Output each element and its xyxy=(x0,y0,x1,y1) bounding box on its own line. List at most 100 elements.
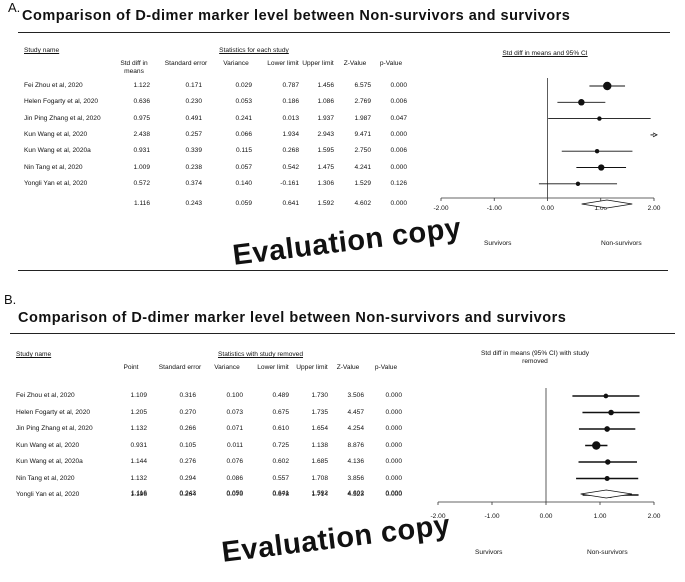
panel-b-cell-variance: 0.086 xyxy=(226,474,243,482)
panel-b-header-z: Z-Value xyxy=(336,364,360,371)
panel-a-header-group: Statistics for each study xyxy=(219,47,289,54)
panel-a-cell-variance: 0.115 xyxy=(235,147,252,155)
panel-a-summary-effect: 1.116 xyxy=(133,200,150,207)
panel-b-summary-lower: 0.641 xyxy=(272,490,289,497)
panel-a-cell-se: 0.491 xyxy=(185,114,202,122)
panel-a-study-name: Yongli Yan et al, 2020 xyxy=(24,179,88,187)
panel-b-cell-effect: 0.931 xyxy=(130,441,147,449)
panel-a-cell-p: 0.000 xyxy=(390,82,407,89)
panel-a-cell-upper: 2.943 xyxy=(317,130,334,138)
panel-a-cell-variance: 0.140 xyxy=(235,179,252,187)
panel-b-summary-se: 0.243 xyxy=(179,490,196,497)
panel-b-cell-lower: 0.489 xyxy=(272,392,289,399)
panel-b-study-name: Kun Wang et al, 2020a xyxy=(16,458,83,465)
panel-b-title-rule xyxy=(10,333,675,334)
panel-b-header-group: Statistics with study removed xyxy=(217,351,304,358)
panel-b-point-estimate xyxy=(592,441,601,450)
panel-b-cell-p: 0.000 xyxy=(385,441,402,449)
panel-b-favours-right: Non-survivors xyxy=(587,549,628,556)
panel-b-cell-se: 0.264 xyxy=(179,491,196,498)
panel-b-cell-effect: 1.205 xyxy=(130,408,147,416)
panel-b-cell-effect: 1.144 xyxy=(130,458,147,465)
panel-b-cell-upper: 1.714 xyxy=(311,491,328,498)
panel-a-cell-upper: 1.456 xyxy=(317,82,334,89)
panel-a-cell-variance: 0.057 xyxy=(235,163,252,171)
panel-a-summary-z: 4.602 xyxy=(354,200,371,207)
panel-b-cell-upper: 1.654 xyxy=(311,425,328,432)
panel-b-forest-plot: -2.00 -1.00 0.00 1.00 2.00 xyxy=(430,388,661,520)
panel-b-cell-upper: 1.708 xyxy=(311,474,328,482)
panel-a-cell-lower: 0.013 xyxy=(282,114,299,122)
panel-b-cell-se: 0.294 xyxy=(179,474,196,482)
panel-b-cell-upper: 1.685 xyxy=(311,458,328,465)
panel-b-summary-variance: 0.059 xyxy=(226,490,243,497)
panel-b-point-estimate xyxy=(604,475,610,482)
panel-a-cell-upper: 1.086 xyxy=(317,98,334,106)
panel-a-cell-p: 0.000 xyxy=(390,130,407,138)
panel-b-cell-variance: 0.076 xyxy=(226,458,243,465)
panel-a-study-name: Kun Wang et al, 2020 xyxy=(24,130,88,138)
panel-b-x-tick-label: -1.00 xyxy=(484,513,499,520)
panel-a-title-rule xyxy=(18,32,670,33)
panel-b-summary-p: 0.000 xyxy=(385,490,402,497)
panel-b-summary-effect: 1.116 xyxy=(130,490,147,497)
panel-b-cell-effect: 1.109 xyxy=(130,392,147,399)
panel-a-cell-lower: 0.787 xyxy=(282,82,299,89)
panel-a-header-z: Z-Value xyxy=(343,60,367,67)
panel-b-cell-lower: 0.675 xyxy=(272,408,289,416)
panel-a-cell-upper: 1.595 xyxy=(317,147,334,155)
panel-b-cell-se: 0.105 xyxy=(179,441,196,449)
panel-b-cell-variance: 0.071 xyxy=(226,425,243,432)
panel-a-bottom-rule xyxy=(18,270,668,271)
panel-a-cell-upper: 1.475 xyxy=(317,163,334,171)
panel-a-cell-z: 1.987 xyxy=(354,114,371,122)
panel-a-x-tick-label: 1.00 xyxy=(594,205,607,212)
panel-a-cell-se: 0.374 xyxy=(185,179,202,187)
panel-a-point-estimate xyxy=(578,99,585,106)
panel-b-cell-p: 0.000 xyxy=(385,474,402,482)
panel-a-cell-lower: 0.268 xyxy=(282,147,299,155)
panel-a-forest-plot: -2.00 -1.00 0.00 1.00 2.00 xyxy=(433,78,661,212)
panel-a-header-lower: Lower limit xyxy=(267,60,299,67)
panel-a-cell-p: 0.047 xyxy=(390,114,407,122)
panel-b-header-se: Standard error xyxy=(158,364,202,371)
panel-b-study-name: Nin Tang et al, 2020 xyxy=(16,474,75,482)
panel-a-cell-lower: 1.934 xyxy=(282,130,299,138)
panel-b-cell-lower: 0.725 xyxy=(272,441,289,449)
panel-b-cell-se: 0.316 xyxy=(179,392,196,399)
panel-a-point-estimate xyxy=(575,181,581,186)
panel-a-cell-effect: 0.975 xyxy=(133,114,150,122)
panel-a-cell-z: 9.471 xyxy=(354,130,371,138)
panel-b-x-tick-label: 1.00 xyxy=(594,513,607,520)
panel-b-point-estimate xyxy=(605,459,611,465)
panel-b-cell-upper: 1.735 xyxy=(311,408,328,416)
panel-a-summary-diamond xyxy=(581,199,633,209)
panel-a-header-upper: Upper limit xyxy=(302,60,334,67)
panel-b-cell-p: 0.000 xyxy=(385,491,402,498)
panel-a-point-estimate xyxy=(594,148,600,154)
panel-b-cell-lower: 0.610 xyxy=(272,425,289,432)
panel-a-cell-lower: -0.161 xyxy=(280,179,299,187)
panel-a-summary-variance: 0.059 xyxy=(235,200,252,207)
panel-a-cell-z: 2.750 xyxy=(354,147,371,155)
panel-b-cell-z: 4.523 xyxy=(347,491,364,498)
panel-b-x-tick-label: 2.00 xyxy=(648,513,661,520)
panel-b-cell-z: 3.856 xyxy=(347,474,364,482)
panel-a-cell-variance: 0.066 xyxy=(235,130,252,138)
panel-a-cell-se: 0.171 xyxy=(185,82,202,89)
panel-a-cell-effect: 0.572 xyxy=(133,179,150,187)
panel-b-summary-z: 4.602 xyxy=(347,490,364,497)
panel-a-cell-se: 0.257 xyxy=(185,130,202,138)
panel-a-header-effect: Std diff in means xyxy=(120,60,148,75)
panel-b-cell-variance: 0.100 xyxy=(226,392,243,399)
panel-a-cell-variance: 0.029 xyxy=(235,82,252,89)
panel-a-header-se: Standard error xyxy=(164,60,208,67)
panel-b-cell-upper: 1.138 xyxy=(311,441,328,449)
panel-a-cell-upper: 1.937 xyxy=(317,114,334,122)
panel-b-cell-z: 3.506 xyxy=(347,392,364,399)
panel-b-cell-z: 4.254 xyxy=(347,425,364,432)
panel-a-cell-effect: 1.009 xyxy=(133,163,150,171)
panel-a-cell-effect: 0.931 xyxy=(133,147,150,155)
panel-a-cell-p: 0.126 xyxy=(390,179,407,187)
panel-b-point-estimate xyxy=(604,426,610,432)
